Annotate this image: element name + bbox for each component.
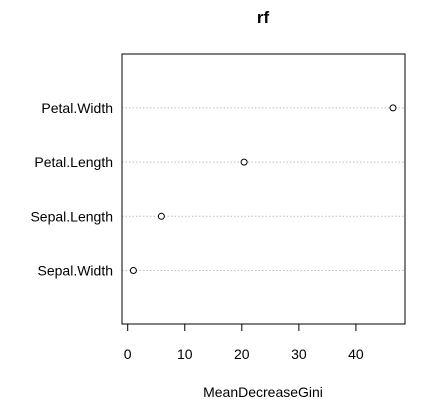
category-label: Sepal.Width (38, 263, 113, 279)
category-labels: Sepal.Width Sepal.Length Petal.Length Petal… (30, 100, 113, 279)
x-axis: 0 10 20 30 40 (124, 323, 364, 362)
data-point (240, 158, 248, 166)
data-point (157, 212, 165, 220)
data-points (129, 104, 397, 274)
category-label: Petal.Length (34, 154, 113, 170)
data-point (389, 104, 397, 112)
x-tick-label: 40 (348, 346, 364, 362)
category-label: Sepal.Length (30, 208, 113, 224)
x-axis-title: MeanDecreaseGini (203, 384, 323, 400)
category-label: Petal.Width (41, 100, 113, 116)
plot-frame (121, 53, 406, 325)
data-point (129, 267, 137, 274)
x-tick-label: 20 (234, 346, 250, 362)
x-tick-label: 10 (177, 346, 193, 362)
x-tick-label: 0 (124, 346, 132, 362)
x-tick-label: 30 (291, 346, 307, 362)
gridlines (122, 107, 405, 271)
chart-title: rf (257, 8, 270, 27)
